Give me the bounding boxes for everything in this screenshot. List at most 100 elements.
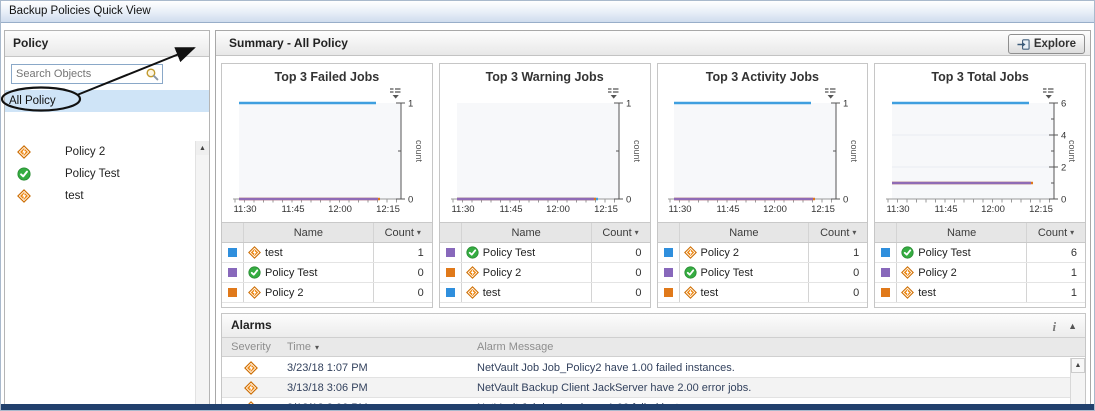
- card-top-3-activity-jobs: Top 3 Activity Jobs 0 1 11:30 11:45 12:00 12:…: [656, 63, 869, 308]
- info-icon[interactable]: i: [1052, 318, 1057, 334]
- line-chart-activity-jobs: 0 1 11:30 11:45 12:00 12:15 count: [668, 99, 859, 215]
- svg-text:11:30: 11:30: [669, 204, 692, 215]
- sidebar-item-policy-test[interactable]: Policy Test: [5, 163, 209, 185]
- warning-diamond-icon: [244, 361, 258, 375]
- svg-text:12:15: 12:15: [594, 204, 618, 215]
- alarm-row[interactable]: 3/13/18 3:06 PM NetVault Backup Client J…: [222, 378, 1085, 398]
- table-header-row: Name Count ▾: [875, 223, 1085, 243]
- table-row[interactable]: Policy Test 0: [439, 243, 650, 263]
- series-swatch: [228, 268, 237, 277]
- table-row[interactable]: test 1: [222, 243, 432, 263]
- name-column-header[interactable]: Name: [680, 223, 810, 242]
- chart-title: Top 3 Warning Jobs: [485, 70, 604, 84]
- search-icon[interactable]: [145, 67, 159, 81]
- sort-desc-icon: ▾: [852, 228, 857, 237]
- policy-warning-diamond-icon: [901, 286, 914, 299]
- alarms-table-header: Severity Time ▾ Alarm Message: [222, 338, 1085, 357]
- chart-menu-icon[interactable]: [389, 87, 402, 100]
- table-header-row: Name Count ▾: [222, 223, 432, 243]
- search-input[interactable]: [16, 68, 145, 80]
- chart-menu-icon[interactable]: [824, 87, 837, 100]
- swatch-column-header: [222, 223, 244, 242]
- count-value: 6: [1070, 246, 1077, 259]
- svg-text:count: count: [414, 140, 424, 163]
- series-swatch: [445, 268, 455, 277]
- scroll-up-icon[interactable]: ▲: [196, 141, 209, 155]
- svg-text:count: count: [849, 140, 859, 163]
- sidebar-item-label: Policy 2: [65, 146, 106, 158]
- name-column-header[interactable]: Name: [897, 223, 1027, 242]
- alarm-message: NetVault Backup Client JackServer have 2…: [477, 381, 752, 394]
- scroll-up-icon[interactable]: ▲: [1071, 358, 1085, 373]
- count-value: 1: [1070, 266, 1077, 279]
- table-row[interactable]: test 1: [875, 283, 1085, 303]
- svg-text:0: 0: [626, 195, 631, 206]
- sidebar-item-test[interactable]: test: [5, 185, 209, 207]
- svg-text:0: 0: [843, 195, 848, 206]
- explore-icon: [1017, 38, 1030, 51]
- table-row[interactable]: Policy Test 0: [657, 263, 868, 283]
- summary-title: Summary - All Policy: [229, 36, 348, 50]
- chart-title: Top 3 Total Jobs: [931, 70, 1029, 84]
- alarms-header-icons: i ▲: [1052, 314, 1077, 338]
- svg-text:11:45: 11:45: [717, 204, 740, 215]
- sort-desc-icon: ▾: [1070, 228, 1075, 237]
- alarms-panel: Alarms i ▲ Severity Time ▾ Alarm Message …: [221, 313, 1086, 410]
- time-column-header[interactable]: Time ▾: [287, 341, 320, 353]
- count-column-header[interactable]: Count ▾: [1037, 226, 1075, 239]
- alarms-scrollbar[interactable]: ▲: [1070, 358, 1085, 410]
- chart-legend-table: Name Count ▾ test 1 Policy Test 0: [222, 222, 432, 303]
- policy-ok-check-icon: [901, 246, 914, 259]
- explore-button[interactable]: Explore: [1007, 34, 1085, 54]
- table-row[interactable]: Policy Test 0: [222, 263, 432, 283]
- explore-label: Explore: [1033, 38, 1076, 50]
- card-top-3-warning-jobs: Top 3 Warning Jobs 0 1 11:30 11:45 12:00 12:1…: [438, 63, 651, 308]
- svg-text:1: 1: [626, 99, 631, 110]
- policy-warning-diamond-icon: [248, 246, 261, 259]
- severity-column-header[interactable]: Severity: [231, 341, 271, 353]
- alarms-header: Alarms i ▲: [222, 314, 1085, 338]
- policy-warning-diamond-icon: [17, 189, 31, 203]
- sidebar-item-all-policy[interactable]: All Policy: [5, 90, 209, 112]
- count-value: 0: [635, 246, 642, 259]
- chart-menu-icon[interactable]: [607, 87, 620, 100]
- chart-title: Top 3 Failed Jobs: [274, 70, 380, 84]
- table-row[interactable]: test 0: [657, 283, 868, 303]
- sidebar-item-policy-2[interactable]: Policy 2: [5, 141, 209, 163]
- collapse-up-icon[interactable]: ▲: [1068, 320, 1077, 331]
- card-top-3-failed-jobs: Top 3 Failed Jobs 0 1 11:30 11:45 12:00 12:15…: [221, 63, 433, 308]
- count-column-header[interactable]: Count ▾: [384, 226, 421, 239]
- svg-text:12:15: 12:15: [1029, 204, 1053, 215]
- policy-ok-check-icon: [684, 266, 697, 279]
- table-row[interactable]: Policy 2 0: [439, 263, 650, 283]
- table-row[interactable]: Policy 2 1: [875, 263, 1085, 283]
- window-bottom-border: [1, 404, 1094, 410]
- svg-text:11:45: 11:45: [281, 204, 304, 215]
- chart-legend-table: Name Count ▾ Policy 2 1 Policy Test 0: [657, 222, 868, 303]
- summary-panel: Summary - All Policy Explore Top 3 Faile…: [215, 30, 1091, 410]
- table-row[interactable]: Policy Test 6: [875, 243, 1085, 263]
- alarm-time: 3/23/18 1:07 PM: [287, 361, 368, 374]
- chart-menu-icon[interactable]: [1042, 87, 1055, 100]
- name-column-header[interactable]: Name: [462, 223, 592, 242]
- svg-text:12:00: 12:00: [546, 204, 570, 215]
- svg-text:12:15: 12:15: [811, 204, 835, 215]
- table-row[interactable]: Policy 2 0: [222, 283, 432, 303]
- message-column-header[interactable]: Alarm Message: [477, 341, 554, 353]
- count-column-header[interactable]: Count ▾: [820, 226, 857, 239]
- svg-text:1: 1: [408, 99, 413, 110]
- sidebar-scrollbar[interactable]: ▲: [195, 141, 209, 410]
- count-value: 0: [417, 286, 424, 299]
- policy-warning-diamond-icon: [466, 266, 479, 279]
- count-value: 0: [853, 266, 860, 279]
- count-column-header[interactable]: Count ▾: [602, 226, 639, 239]
- chart-legend-table: Name Count ▾ Policy Test 6 Policy 2 1: [875, 222, 1085, 303]
- svg-text:11:30: 11:30: [887, 204, 910, 215]
- table-row[interactable]: Policy 2 1: [657, 243, 868, 263]
- name-column-header[interactable]: Name: [244, 223, 374, 242]
- table-row[interactable]: test 0: [439, 283, 650, 303]
- series-swatch: [663, 288, 673, 297]
- alarm-row[interactable]: 3/23/18 1:07 PM NetVault Job Job_Policy2…: [222, 358, 1085, 378]
- series-swatch: [881, 268, 891, 277]
- svg-text:count: count: [632, 140, 642, 163]
